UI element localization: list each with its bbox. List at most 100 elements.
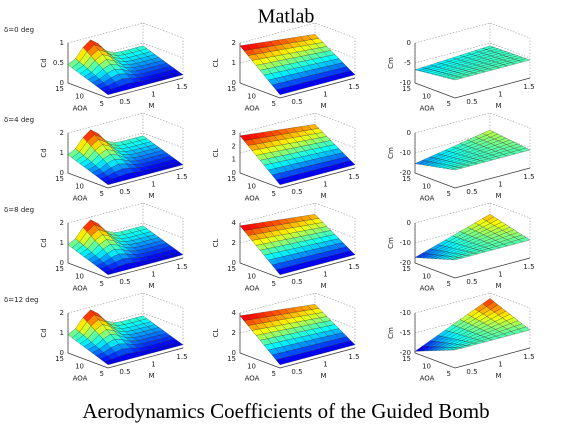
row-label: δ=8 deg	[4, 206, 34, 214]
axis-line	[67, 313, 184, 369]
axis-line	[239, 223, 356, 279]
box-edge	[67, 22, 184, 44]
x-axis-label: AOA	[420, 285, 435, 293]
surface-patch	[450, 347, 463, 351]
z-tick-label: 3	[232, 129, 236, 137]
x-tick-label: 15	[55, 265, 64, 273]
surface-patch	[275, 87, 288, 95]
axis-line	[414, 223, 531, 279]
box-edge	[414, 112, 531, 134]
y-tick-label: 1.5	[176, 83, 187, 91]
x-tick-label: 10	[247, 93, 256, 101]
x-tick-label: 10	[422, 363, 431, 371]
y-tick-label: 0.5	[119, 278, 130, 286]
z-tick-label: -20	[400, 259, 411, 267]
y-tick-label: 1.5	[523, 353, 534, 361]
z-axis-label: Cd	[40, 238, 48, 247]
x-tick-label: 5	[447, 370, 451, 378]
z-tick-label: -10	[400, 79, 411, 87]
x-axis-label: AOA	[73, 195, 88, 203]
z-tick-label: 2	[60, 219, 64, 227]
z-tick-label: 0	[60, 259, 64, 267]
z-tick-label: 2	[60, 129, 64, 137]
x-tick-label: 10	[247, 273, 256, 281]
y-tick-label: 1	[323, 270, 327, 278]
x-axis-label: AOA	[73, 105, 88, 113]
box-edge	[414, 22, 531, 44]
surface-patch	[275, 357, 288, 365]
z-tick-label: 0	[407, 129, 411, 137]
y-axis-label: M	[148, 372, 154, 380]
y-tick-label: 0.5	[119, 98, 130, 106]
box-edge	[67, 42, 184, 64]
box-edge	[67, 132, 184, 154]
z-tick-label: 0	[60, 349, 64, 357]
y-axis-label: M	[320, 192, 326, 200]
z-tick-label: 2	[232, 329, 236, 337]
y-axis-label: M	[495, 192, 501, 200]
y-tick-label: 1	[151, 360, 155, 368]
surface-patch	[103, 269, 116, 275]
z-axis-label: CL	[212, 239, 220, 248]
z-axis-label: Cd	[40, 328, 48, 337]
box-edge	[239, 22, 356, 44]
y-tick-label: 0.5	[119, 188, 130, 196]
x-tick-label: 10	[75, 183, 84, 191]
x-axis-label: AOA	[73, 375, 88, 383]
z-tick-label: 0	[60, 79, 64, 87]
x-axis-label: AOA	[245, 105, 260, 113]
box-edge	[239, 222, 356, 244]
x-tick-label: 5	[272, 100, 276, 108]
y-tick-label: 1	[498, 90, 502, 98]
surface-patch	[450, 76, 463, 81]
x-tick-label: 5	[100, 280, 104, 288]
z-tick-label: -10	[400, 239, 411, 247]
box-edge	[414, 292, 531, 314]
z-axis-label: Cd	[40, 148, 48, 157]
x-tick-label: 5	[272, 190, 276, 198]
surface-patch	[275, 267, 288, 275]
surface-patch	[275, 177, 288, 185]
z-axis-label: Cd	[40, 58, 48, 67]
surface-patch	[103, 359, 116, 365]
y-tick-label: 1	[498, 270, 502, 278]
z-tick-label: 2	[232, 239, 236, 247]
axis-line	[67, 133, 184, 189]
surface-patch	[450, 257, 463, 261]
y-tick-label: 0.5	[291, 368, 302, 376]
row-label: δ=4 deg	[4, 116, 34, 124]
box-edge	[239, 202, 356, 224]
z-tick-label: 1	[60, 39, 64, 47]
z-tick-label: -10	[400, 309, 411, 317]
y-axis-label: M	[495, 372, 501, 380]
box-edge	[67, 112, 184, 134]
y-axis-label: M	[320, 282, 326, 290]
z-tick-label: 0	[60, 169, 64, 177]
surface-patch	[103, 89, 116, 95]
x-tick-label: 5	[100, 370, 104, 378]
z-tick-label: -10	[400, 149, 411, 157]
x-tick-label: 15	[402, 85, 411, 93]
x-tick-label: 15	[227, 85, 236, 93]
z-tick-label: 2	[232, 142, 236, 150]
x-tick-label: 15	[227, 265, 236, 273]
z-axis-label: CL	[212, 329, 220, 338]
x-axis-label: AOA	[245, 195, 260, 203]
y-tick-label: 1.5	[523, 263, 534, 271]
axis-line	[239, 313, 356, 369]
y-tick-label: 1.5	[348, 263, 359, 271]
z-tick-label: 1	[60, 149, 64, 157]
z-tick-label: 0	[407, 39, 411, 47]
surface-patch	[450, 167, 463, 171]
z-tick-label: -20	[400, 349, 411, 357]
z-tick-label: 0	[232, 169, 236, 177]
row-label: δ=12 deg	[4, 296, 38, 304]
axis-line	[239, 43, 356, 99]
y-axis-label: M	[495, 102, 501, 110]
z-tick-label: 2	[232, 39, 236, 47]
x-tick-label: 10	[247, 363, 256, 371]
z-axis-label: CL	[212, 149, 220, 158]
box-edge	[239, 312, 356, 334]
x-tick-label: 5	[447, 280, 451, 288]
y-axis-label: M	[148, 192, 154, 200]
